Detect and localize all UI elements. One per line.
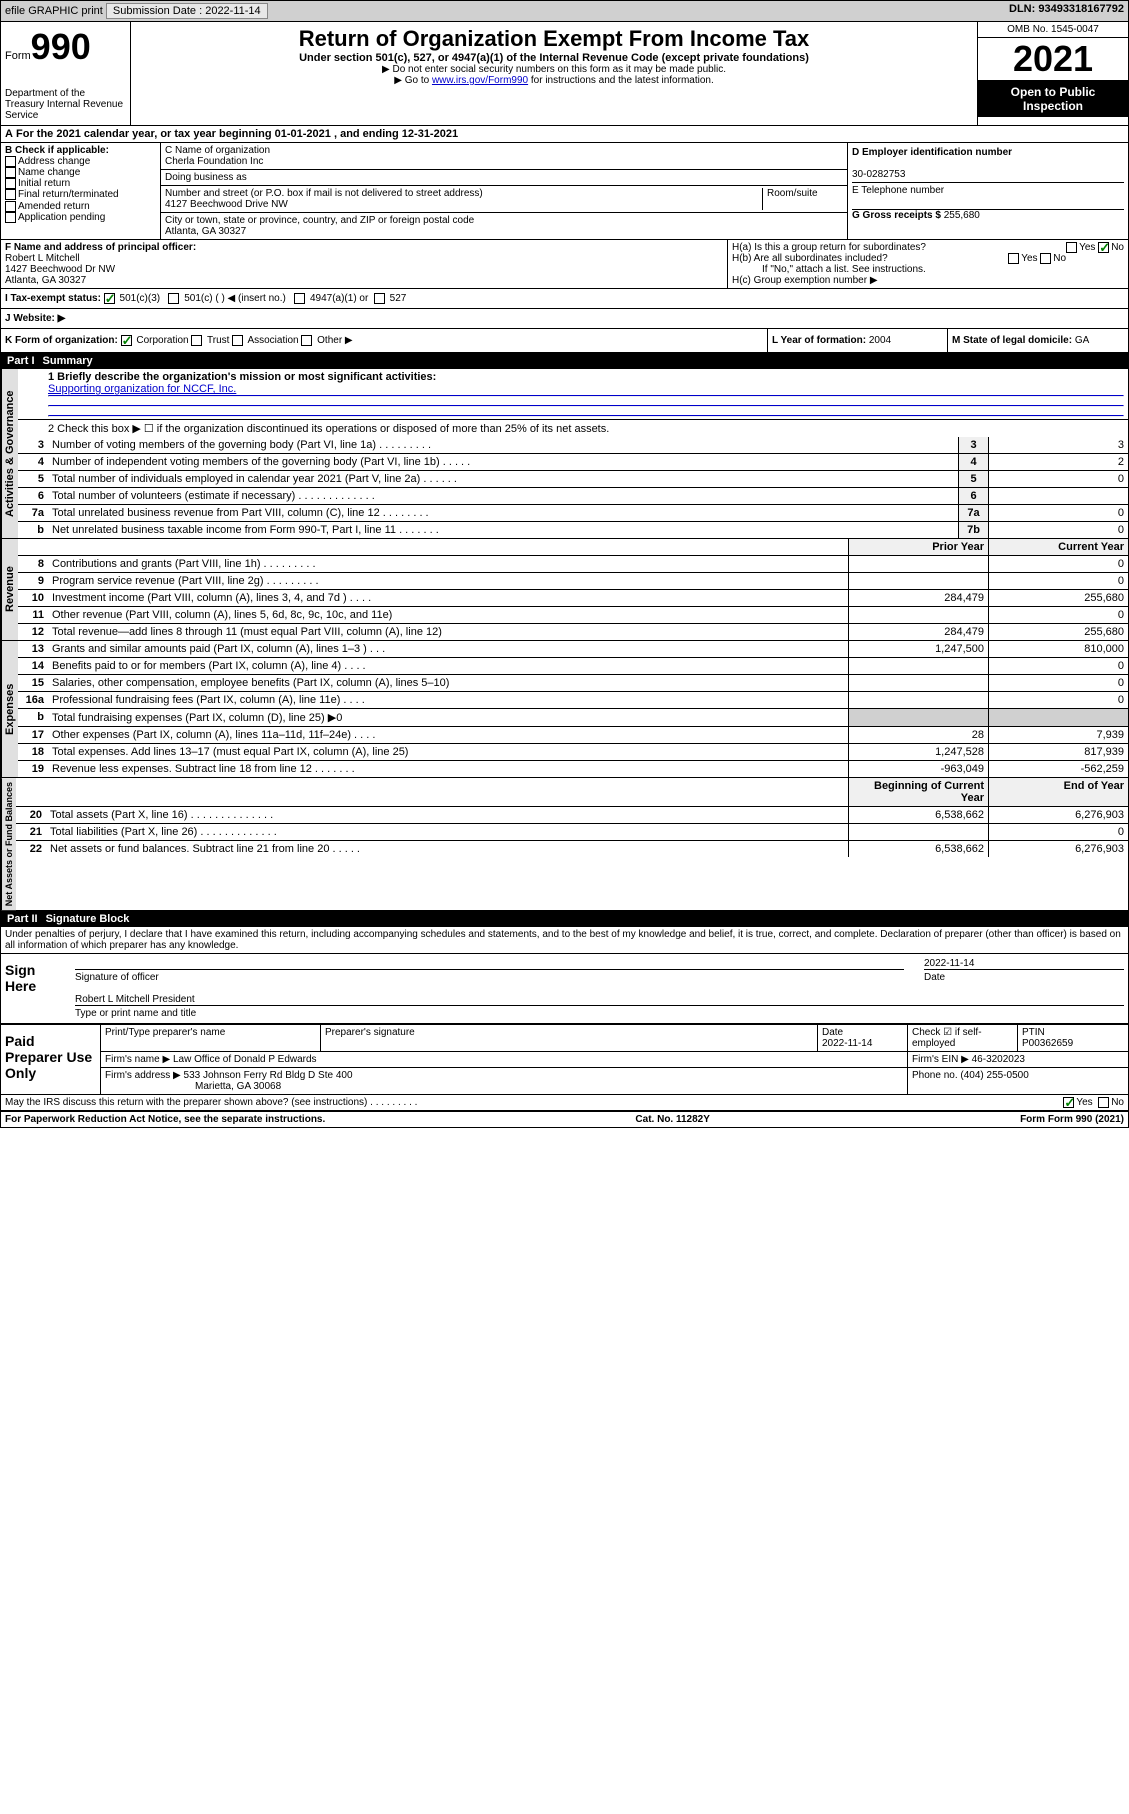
checkbox-discuss-no[interactable] — [1098, 1097, 1109, 1108]
dept-label: Department of the Treasury Internal Reve… — [5, 88, 126, 121]
officer-name: Robert L Mitchell President — [75, 994, 1124, 1006]
header-row: Form990 Department of the Treasury Inter… — [1, 22, 1128, 126]
checkbox-amended[interactable] — [5, 201, 16, 212]
checkbox-address-change[interactable] — [5, 156, 16, 167]
top-bar: efile GRAPHIC print Submission Date : 20… — [1, 1, 1128, 22]
title-cell: Return of Organization Exempt From Incom… — [131, 22, 978, 125]
checkbox-hb-yes[interactable] — [1008, 253, 1019, 264]
part-1-header: Part I Summary — [1, 353, 1128, 369]
exp-label: Expenses — [1, 641, 18, 777]
checkbox-assoc[interactable] — [232, 335, 243, 346]
table-row: bTotal fundraising expenses (Part IX, co… — [18, 709, 1128, 727]
checkbox-527[interactable] — [374, 293, 385, 304]
officer-h-row: F Name and address of principal officer:… — [1, 240, 1128, 289]
submission-date-button[interactable]: Submission Date : 2022-11-14 — [106, 3, 268, 19]
ein: 30-0282753 — [852, 169, 905, 180]
omb-number: OMB No. 1545-0047 — [978, 22, 1128, 38]
declaration: Under penalties of perjury, I declare th… — [1, 927, 1128, 954]
note-2: ▶ Go to www.irs.gov/Form990 for instruct… — [135, 75, 973, 86]
summary-net: Net Assets or Fund Balances Beginning of… — [1, 778, 1128, 911]
checkbox-501c3[interactable] — [104, 293, 115, 304]
checkbox-4947[interactable] — [294, 293, 305, 304]
checkbox-name-change[interactable] — [5, 167, 16, 178]
checkbox-pending[interactable] — [5, 212, 16, 223]
table-row: 7aTotal unrelated business revenue from … — [18, 505, 1128, 522]
part-2-header: Part II Signature Block — [1, 911, 1128, 927]
table-row: 10Investment income (Part VIII, column (… — [18, 590, 1128, 607]
box-h: H(a) Is this a group return for subordin… — [728, 240, 1128, 288]
table-row: 8Contributions and grants (Part VIII, li… — [18, 556, 1128, 573]
table-row: 19Revenue less expenses. Subtract line 1… — [18, 761, 1128, 777]
checkbox-other[interactable] — [301, 335, 312, 346]
org-city: Atlanta, GA 30327 — [165, 226, 246, 237]
form-number-cell: Form990 Department of the Treasury Inter… — [1, 22, 131, 125]
checkbox-trust[interactable] — [191, 335, 202, 346]
table-row: 20Total assets (Part X, line 16) . . . .… — [16, 807, 1128, 824]
table-row: 16aProfessional fundraising fees (Part I… — [18, 692, 1128, 709]
dln-label: DLN: — [1009, 3, 1035, 15]
summary-governance: Activities & Governance 1 Briefly descri… — [1, 369, 1128, 539]
efile-label: efile GRAPHIC print — [5, 5, 103, 17]
checkbox-discuss-yes[interactable] — [1063, 1097, 1074, 1108]
irs-link[interactable]: www.irs.gov/Form990 — [432, 75, 528, 86]
gross-receipts: 255,680 — [944, 210, 980, 221]
checkbox-ha-yes[interactable] — [1066, 242, 1077, 253]
form-title: Return of Organization Exempt From Incom… — [135, 26, 973, 52]
gov-label: Activities & Governance — [1, 369, 18, 538]
table-row: 9Program service revenue (Part VIII, lin… — [18, 573, 1128, 590]
entity-info-row: B Check if applicable: Address change Na… — [1, 143, 1128, 240]
rev-label: Revenue — [1, 539, 18, 640]
footer: For Paperwork Reduction Act Notice, see … — [1, 1112, 1128, 1127]
box-b: B Check if applicable: Address change Na… — [1, 143, 161, 239]
table-row: 14Benefits paid to or for members (Part … — [18, 658, 1128, 675]
tax-status-row: I Tax-exempt status: 501(c)(3) 501(c) ( … — [1, 289, 1128, 309]
open-inspection: Open to Public Inspection — [978, 81, 1128, 117]
table-row: 12Total revenue—add lines 8 through 11 (… — [18, 624, 1128, 640]
tax-year: 2021 — [978, 38, 1128, 81]
table-row: 15Salaries, other compensation, employee… — [18, 675, 1128, 692]
checkbox-hb-no[interactable] — [1040, 253, 1051, 264]
period-row: A For the 2021 calendar year, or tax yea… — [1, 126, 1128, 143]
table-row: 11Other revenue (Part VIII, column (A), … — [18, 607, 1128, 624]
table-row: 3Number of voting members of the governi… — [18, 437, 1128, 454]
table-row: 4Number of independent voting members of… — [18, 454, 1128, 471]
checkbox-final-return[interactable] — [5, 189, 16, 200]
org-name: Cherla Foundation Inc — [165, 156, 263, 167]
form-org-row: K Form of organization: Corporation Trus… — [1, 329, 1128, 353]
year-cell: OMB No. 1545-0047 2021 Open to Public In… — [978, 22, 1128, 125]
table-row: 6Total number of volunteers (estimate if… — [18, 488, 1128, 505]
line-2: 2 Check this box ▶ ☐ if the organization… — [18, 420, 1128, 437]
table-row: 22Net assets or fund balances. Subtract … — [16, 841, 1128, 857]
table-row: 5Total number of individuals employed in… — [18, 471, 1128, 488]
summary-expenses: Expenses 13Grants and similar amounts pa… — [1, 641, 1128, 778]
form-990-container: efile GRAPHIC print Submission Date : 20… — [0, 0, 1129, 1128]
table-row: 18Total expenses. Add lines 13–17 (must … — [18, 744, 1128, 761]
discuss-row: May the IRS discuss this return with the… — [1, 1094, 1128, 1112]
checkbox-ha-no[interactable] — [1098, 242, 1109, 253]
mission-text[interactable]: Supporting organization for NCCF, Inc. — [48, 383, 236, 395]
form-subtitle: Under section 501(c), 527, or 4947(a)(1)… — [135, 52, 973, 64]
sign-here-section: Sign Here Signature of officer 2022-11-1… — [1, 954, 1128, 1024]
paid-preparer-section: Paid Preparer Use Only Print/Type prepar… — [1, 1024, 1128, 1094]
sig-date: 2022-11-14 — [924, 958, 1124, 970]
dln-value: 93493318167792 — [1038, 3, 1124, 15]
table-row: 17Other expenses (Part IX, column (A), l… — [18, 727, 1128, 744]
box-d-e-g: D Employer identification number30-02827… — [848, 143, 1128, 239]
summary-revenue: Revenue Prior Year Current Year 8Contrib… — [1, 539, 1128, 641]
note-1: ▶ Do not enter social security numbers o… — [135, 64, 973, 75]
checkbox-corp[interactable] — [121, 335, 132, 346]
checkbox-initial-return[interactable] — [5, 178, 16, 189]
box-f: F Name and address of principal officer:… — [1, 240, 728, 288]
org-address: 4127 Beechwood Drive NW — [165, 199, 288, 210]
table-row: 13Grants and similar amounts paid (Part … — [18, 641, 1128, 658]
net-label: Net Assets or Fund Balances — [1, 778, 16, 910]
table-row: 21Total liabilities (Part X, line 26) . … — [16, 824, 1128, 841]
table-row: bNet unrelated business taxable income f… — [18, 522, 1128, 538]
website-row: J Website: ▶ — [1, 309, 1128, 329]
checkbox-501c[interactable] — [168, 293, 179, 304]
box-c: C Name of organization Cherla Foundation… — [161, 143, 848, 239]
